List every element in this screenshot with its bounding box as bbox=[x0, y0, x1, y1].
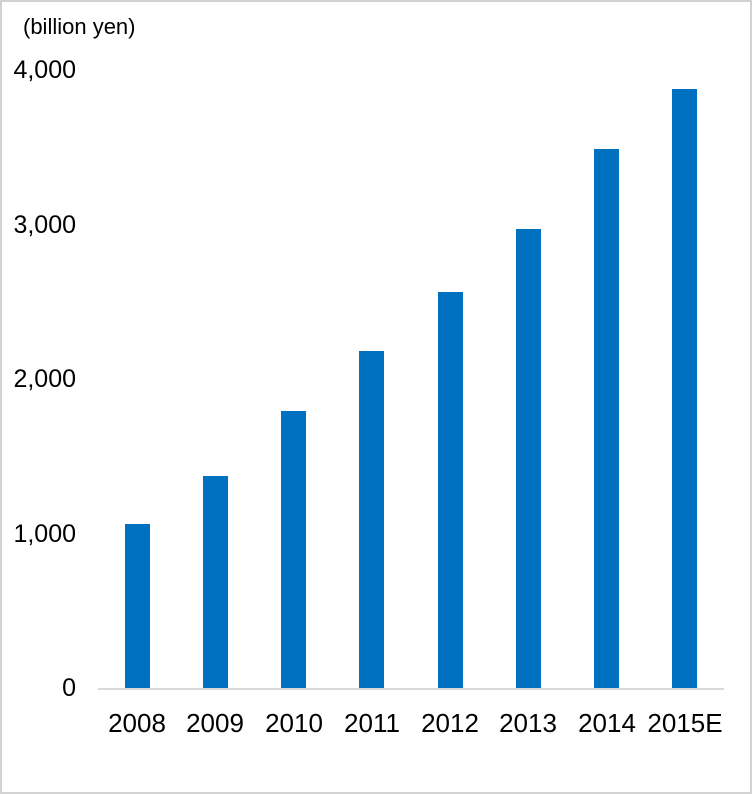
x-tick-label: 2015E bbox=[647, 708, 723, 738]
bar-2011 bbox=[359, 351, 384, 688]
y-tick-label: 0 bbox=[62, 674, 76, 702]
bar-2008 bbox=[125, 524, 150, 688]
bar-2014 bbox=[594, 149, 619, 688]
x-tick-label: 2012 bbox=[421, 708, 479, 738]
x-tick-label: 2008 bbox=[108, 708, 166, 738]
y-tick-label: 3,000 bbox=[13, 211, 76, 239]
bar-2015E bbox=[672, 89, 697, 688]
bar-2010 bbox=[281, 411, 306, 688]
x-tick-label: 2014 bbox=[578, 708, 636, 738]
x-tick-label: 2011 bbox=[344, 708, 400, 738]
y-tick-label: 2,000 bbox=[13, 365, 76, 393]
bar-2012 bbox=[438, 292, 463, 688]
x-tick-label: 2010 bbox=[265, 708, 323, 738]
x-axis-line bbox=[98, 688, 724, 690]
bar-2009 bbox=[203, 476, 228, 688]
y-tick-label: 4,000 bbox=[13, 56, 76, 84]
bar-2013 bbox=[516, 229, 541, 688]
x-tick-label: 2009 bbox=[186, 708, 244, 738]
y-axis-unit-label: (billion yen) bbox=[23, 14, 136, 39]
y-tick-label: 1,000 bbox=[13, 520, 76, 548]
x-tick-label: 2013 bbox=[499, 708, 557, 738]
